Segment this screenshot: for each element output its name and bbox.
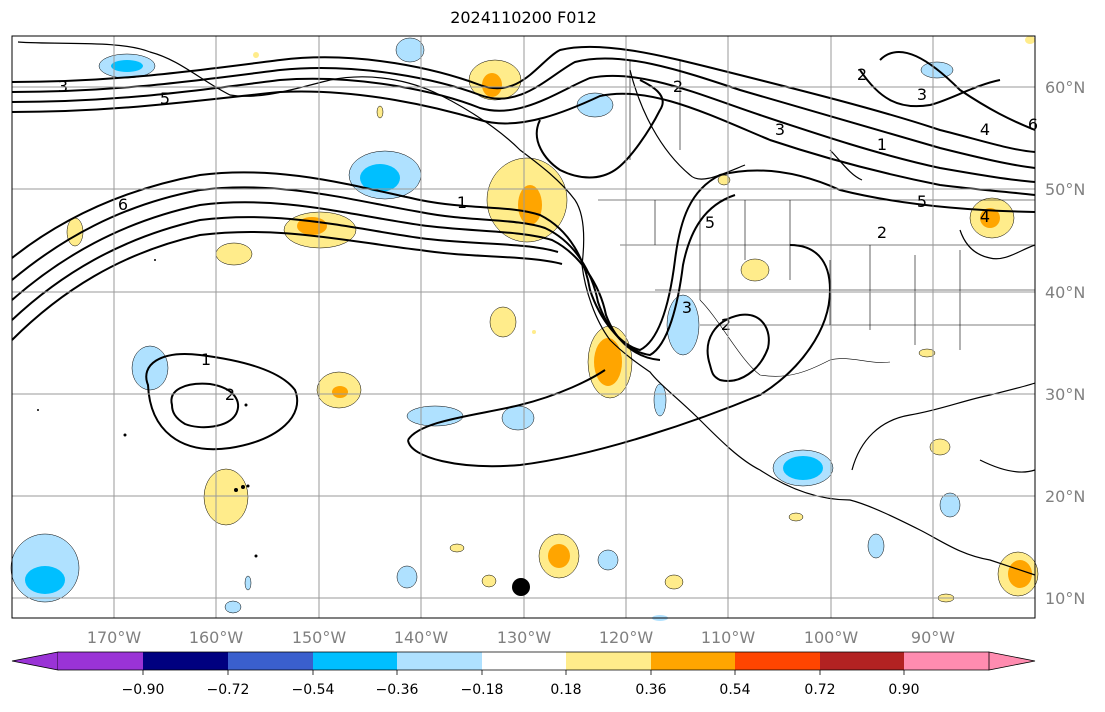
lat-label: 20°N: [1045, 487, 1085, 506]
shading-layer: [10, 36, 1039, 621]
lon-label: 90°W: [911, 628, 955, 647]
lon-label: 110°W: [701, 628, 756, 647]
colorbar-segment: [143, 652, 228, 670]
colorbar: −0.90 −0.72 −0.54 −0.36 −0.18 0.18 0.36 …: [11, 651, 1036, 698]
colorbar-segment: [397, 652, 482, 670]
lon-label: 140°W: [394, 628, 449, 647]
colorbar-segment: [482, 652, 566, 670]
colorbar-tick-label: −0.36: [376, 682, 419, 698]
lat-label: 10°N: [1045, 589, 1085, 608]
colorbar-segment: [566, 652, 651, 670]
lat-label: 60°N: [1045, 78, 1085, 97]
colorbar-tick-label: 0.54: [719, 682, 750, 698]
lon-label: 150°W: [292, 628, 347, 647]
state-borders: [598, 60, 1035, 377]
colorbar-segment: [228, 652, 313, 670]
contour-label: 1: [201, 350, 211, 369]
contour-label: 6: [118, 195, 128, 214]
lon-axis-labels: 170°W 160°W 150°W 140°W 130°W 120°W 110°…: [87, 628, 955, 647]
contour-label: 3: [917, 85, 927, 104]
storm-marker: [512, 578, 530, 596]
contour-label: 3: [682, 298, 692, 317]
contour-label: 5: [160, 89, 170, 108]
islands: [37, 259, 258, 558]
colorbar-tick-label: −0.72: [207, 682, 250, 698]
contour-label: 5: [917, 192, 927, 211]
lon-label: 100°W: [804, 628, 859, 647]
colorbar-extend-high: [988, 651, 1036, 671]
colorbar-tick-label: 0.36: [635, 682, 666, 698]
contour-label: 1: [457, 193, 467, 212]
lat-label: 50°N: [1045, 180, 1085, 199]
colorbar-segment: [735, 652, 820, 670]
colorbar-segment: [313, 652, 397, 670]
lon-label: 130°W: [497, 628, 552, 647]
lat-axis-labels: 60°N 50°N 40°N 30°N 20°N 10°N: [1045, 78, 1085, 608]
colorbar-segment: [820, 652, 904, 670]
negative-anomaly-areas: [10, 37, 961, 621]
contour-label: 4: [980, 120, 990, 139]
colorbar-segment: [651, 652, 735, 670]
lon-label: 160°W: [189, 628, 244, 647]
contour-label: 2: [857, 65, 867, 84]
map-title: 2024110200 F012: [450, 8, 597, 27]
colorbar-tick-label: −0.18: [461, 682, 504, 698]
lat-label: 30°N: [1045, 385, 1085, 404]
contour-label: 2: [721, 315, 731, 334]
colorbar-segment: [58, 652, 143, 670]
colorbar-tick-label: −0.90: [122, 682, 165, 698]
colorbar-tick-label: −0.54: [292, 682, 335, 698]
contour-label: 1: [877, 135, 887, 154]
lon-label: 170°W: [87, 628, 142, 647]
colorbar-segment: [904, 652, 989, 670]
colorbar-tick-label: 0.18: [550, 682, 581, 698]
map-frame: [11, 35, 1036, 619]
contour-label: 4: [980, 207, 990, 226]
contour-label: 5: [705, 213, 715, 232]
gridlines: [12, 36, 1035, 618]
lon-label: 120°W: [599, 628, 654, 647]
colorbar-tick-label: 0.72: [804, 682, 835, 698]
colorbar-extend-low: [11, 651, 59, 671]
contour-lines: [11, 45, 1036, 468]
contour-label: 2: [877, 223, 887, 242]
contour-label: 6: [1028, 115, 1038, 134]
colorbar-tick-label: 0.90: [888, 682, 919, 698]
lat-label: 40°N: [1045, 283, 1085, 302]
contour-label: 3: [775, 120, 785, 139]
